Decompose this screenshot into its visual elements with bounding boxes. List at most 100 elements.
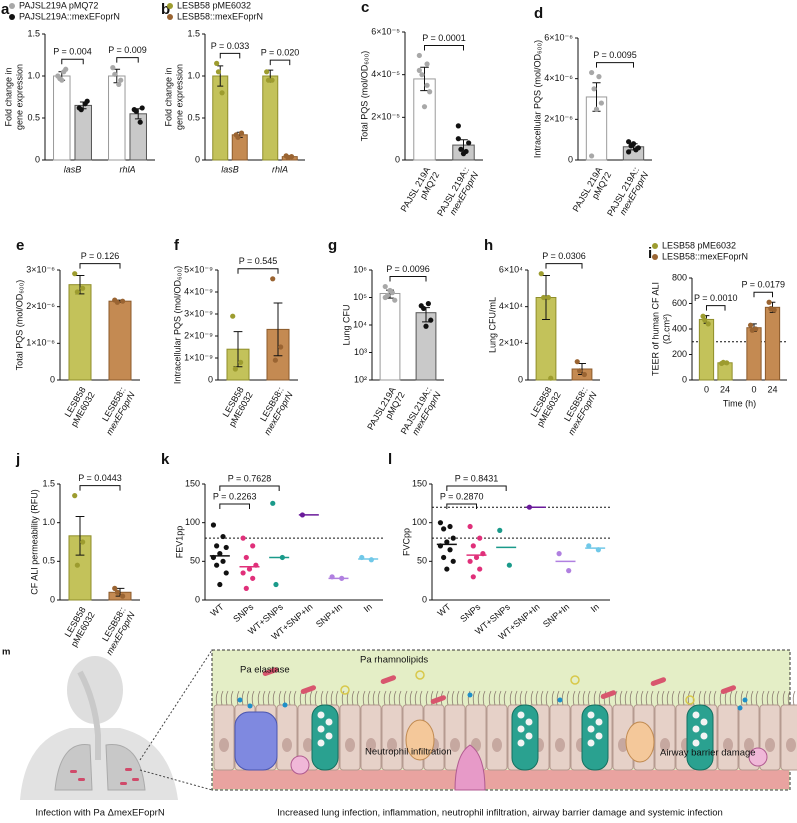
- significance-bracket: [446, 503, 477, 509]
- bar: [108, 75, 126, 161]
- y-axis-label: FEV1pp: [174, 526, 184, 559]
- data-point: [467, 523, 473, 530]
- cilium: [677, 690, 681, 706]
- y-tick-label: 10⁴: [353, 319, 367, 329]
- data-point: [545, 294, 551, 301]
- data-point: [424, 82, 430, 88]
- cilium: [614, 690, 618, 706]
- data-point: [450, 535, 456, 541]
- neutrophil: [748, 747, 768, 767]
- data-point: [116, 81, 122, 87]
- cilium: [566, 690, 570, 706]
- cilium: [587, 690, 591, 706]
- y-tick-label: 150: [185, 478, 200, 488]
- elastase-dot: [737, 705, 743, 711]
- nucleus: [555, 738, 565, 752]
- data-point: [278, 344, 284, 350]
- nucleus: [282, 738, 292, 752]
- data-point: [359, 554, 365, 561]
- cilium: [713, 690, 717, 706]
- panel-letter: a: [1, 1, 10, 18]
- bar: [108, 300, 132, 381]
- nucleus: [618, 738, 628, 752]
- cilium: [325, 690, 329, 706]
- bacterium: [78, 778, 85, 781]
- significance-bracket: [237, 268, 279, 274]
- data-point: [768, 306, 774, 312]
- data-point: [593, 106, 600, 112]
- y-tick-label: 0: [50, 374, 55, 384]
- secretory-cell: [311, 704, 339, 771]
- y-tick-label: 0.5: [187, 112, 200, 122]
- p-value: P = 0.0096: [386, 264, 430, 274]
- cilium: [561, 690, 565, 706]
- significance-bracket: [219, 52, 241, 59]
- elastase-dot: [557, 697, 563, 703]
- data-point: [210, 522, 217, 528]
- p-value: P = 0.020: [261, 47, 300, 57]
- data-point: [506, 562, 512, 568]
- y-tick-label: 5×10⁻⁹: [184, 264, 213, 274]
- x-tick-label: SNP+In: [314, 602, 344, 630]
- data-point: [219, 90, 225, 96]
- y-tick-label: 600: [672, 298, 687, 308]
- data-point: [74, 289, 80, 295]
- legend-label: LESB58 pME6032: [662, 240, 736, 250]
- macrophage: [625, 721, 655, 763]
- y-tick-label: 0: [195, 594, 200, 604]
- data-point: [299, 512, 306, 518]
- data-point: [556, 551, 562, 557]
- cilium: [409, 690, 413, 706]
- elastase-dot: [742, 697, 748, 703]
- cilium: [246, 690, 250, 706]
- data-point: [246, 566, 253, 572]
- data-point: [444, 539, 450, 545]
- p-value: P = 0.0010: [694, 293, 738, 303]
- cilium: [383, 690, 387, 706]
- data-point: [392, 297, 398, 303]
- panel-letter: m: [2, 647, 10, 658]
- data-point: [548, 375, 554, 381]
- cilium: [703, 690, 707, 706]
- y-tick-label: 1×10⁻⁶: [26, 338, 55, 348]
- data-point: [84, 98, 90, 104]
- y-tick-label: 6×10⁴: [499, 264, 523, 274]
- x-tick-label: 0: [704, 384, 709, 394]
- cilium: [493, 690, 497, 706]
- data-point: [63, 66, 69, 72]
- legend-marker: [9, 14, 15, 20]
- p-value: P = 0.126: [81, 251, 120, 261]
- data-point: [589, 153, 595, 159]
- y-axis-label: CF ALI permeability (RFU): [29, 489, 39, 595]
- cilium: [388, 690, 392, 706]
- data-point: [250, 575, 256, 581]
- data-point: [112, 585, 118, 592]
- p-value: P = 0.0179: [741, 280, 785, 290]
- data-point: [428, 317, 434, 323]
- data-point: [586, 543, 592, 549]
- data-point: [220, 558, 226, 564]
- y-tick-label: 50: [190, 556, 200, 566]
- data-point: [437, 543, 444, 549]
- panel-letter: e: [16, 237, 24, 254]
- significance-bracket: [219, 485, 280, 491]
- data-point: [455, 123, 461, 129]
- data-point: [240, 535, 246, 541]
- significance-bracket: [116, 57, 139, 63]
- data-point: [591, 86, 597, 92]
- legend-label: PAJSL219A pMQ72: [19, 0, 98, 10]
- nucleus: [345, 738, 355, 752]
- y-axis-label: Fold change in: [163, 67, 173, 126]
- cilium: [551, 690, 555, 706]
- cilium: [577, 690, 581, 706]
- nucleus: [786, 738, 796, 752]
- schematic-label: Pa elastase: [240, 665, 290, 676]
- cilium: [540, 690, 544, 706]
- data-point: [243, 585, 249, 592]
- data-point: [220, 533, 226, 540]
- granule: [692, 711, 700, 719]
- data-point: [467, 558, 473, 564]
- cilium: [598, 690, 602, 706]
- y-tick-label: 100: [185, 517, 200, 527]
- error-bar: [75, 515, 85, 556]
